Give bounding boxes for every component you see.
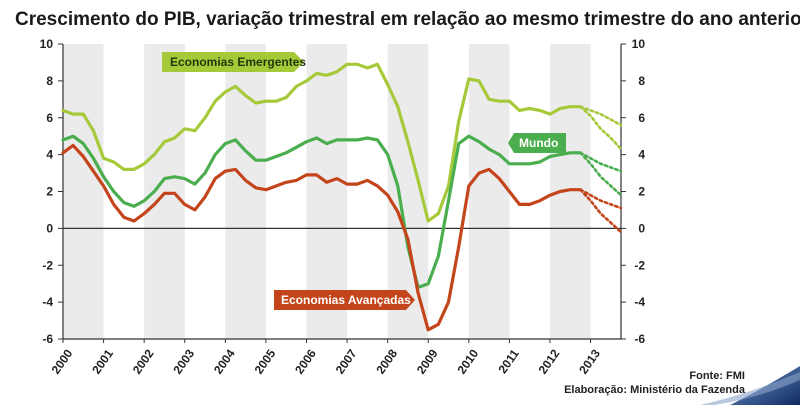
y-tick-label-right: 8 <box>638 74 645 88</box>
y-tick-label-left: 0 <box>46 221 53 235</box>
year-band-2006 <box>306 44 348 339</box>
year-band-2004 <box>225 44 266 339</box>
callout-emergentes: Economias Emergentes <box>162 52 306 72</box>
y-tick-label-left: 8 <box>46 74 53 88</box>
y-tick-label-right: -4 <box>634 295 645 309</box>
x-tick-label-2006: 2006 <box>292 346 319 376</box>
source-note: Fonte: FMI <box>689 370 745 382</box>
x-tick-label-2012: 2012 <box>536 346 563 376</box>
series-line-mundo <box>61 134 583 289</box>
elaboration-note: Elaboração: Ministério da Fazenda <box>564 384 746 396</box>
x-tick-label-2005: 2005 <box>252 346 279 376</box>
series-avancadas-projection-lower <box>579 188 623 234</box>
series-emergentes-projection-lower <box>579 105 623 151</box>
year-band-2010 <box>468 44 510 339</box>
x-tick-label-2010: 2010 <box>454 346 481 376</box>
callout-avancadas-tag <box>274 290 415 310</box>
callout-emergentes-label: Economias Emergentes <box>170 55 306 69</box>
series-mundo-projection-lower <box>579 151 623 197</box>
callout-avancadas: Economias Avançadas <box>274 290 415 310</box>
series-mundo-projection-upper <box>579 151 623 173</box>
y-tick-label-right: 4 <box>638 148 645 162</box>
series-line-emergentes <box>61 62 583 223</box>
series-lines <box>61 62 623 332</box>
series-emergentes-projection-upper <box>579 105 623 127</box>
y-tick-label-left: -4 <box>42 295 53 309</box>
callout-emergentes-tag <box>162 52 304 72</box>
series-avancadas-projection-upper <box>579 188 623 210</box>
y-tick-label-right: 10 <box>632 37 646 51</box>
x-tick-label-2002: 2002 <box>130 346 157 376</box>
series-callouts: Economias Emergentes Mundo Economias Ava… <box>162 52 566 310</box>
y-tick-label-left: 10 <box>40 37 54 51</box>
decorative-swoosh <box>730 366 800 405</box>
x-tick-label-2004: 2004 <box>211 346 238 376</box>
x-tick-label-2003: 2003 <box>170 346 197 376</box>
callout-avancadas-label: Economias Avançadas <box>281 293 411 307</box>
y-tick-label-left: 2 <box>46 185 53 199</box>
x-tick-label-2011: 2011 <box>495 346 522 376</box>
series-line-avancadas <box>61 143 583 332</box>
year-band-2000 <box>63 44 104 339</box>
y-axis-right-ticks: -6 -4 -2 0 2 4 6 8 10 <box>621 37 645 346</box>
x-tick-label-2000: 2000 <box>49 346 76 376</box>
year-bands <box>63 44 591 339</box>
x-axis-ticks: 2000 2001 2002 2003 2004 2005 2006 2007 2008 2009… <box>49 339 603 377</box>
y-tick-label-left: -6 <box>42 332 53 346</box>
y-tick-label-left: -2 <box>42 258 53 272</box>
y-tick-label-right: 6 <box>638 111 645 125</box>
y-tick-label-right: 0 <box>638 221 645 235</box>
y-tick-label-right: -6 <box>634 332 645 346</box>
callout-mundo-tag <box>508 133 566 153</box>
year-band-2002 <box>144 44 185 339</box>
y-axis-left-ticks: -6 -4 -2 0 2 4 6 8 10 <box>40 37 63 346</box>
y-tick-label-left: 4 <box>46 148 53 162</box>
x-tick-label-2013: 2013 <box>576 346 603 376</box>
x-tick-label-2007: 2007 <box>333 346 360 376</box>
chart-title: Crescimento do PIB, variação trimestral … <box>15 9 800 30</box>
y-tick-label-left: 6 <box>46 111 53 125</box>
callout-mundo: Mundo <box>508 133 566 153</box>
x-tick-label-2001: 2001 <box>89 346 116 376</box>
x-tick-label-2008: 2008 <box>373 346 400 376</box>
y-tick-label-right: -2 <box>634 258 645 272</box>
x-tick-label-2009: 2009 <box>414 346 441 376</box>
y-tick-label-right: 2 <box>638 185 645 199</box>
callout-mundo-label: Mundo <box>519 136 558 150</box>
